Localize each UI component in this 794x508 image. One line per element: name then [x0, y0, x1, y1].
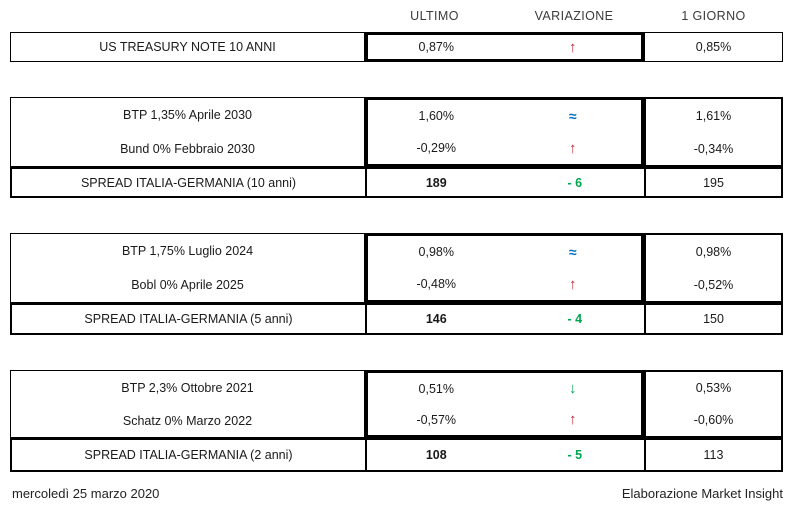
giorno-value: 0,98%	[695, 244, 732, 259]
values-box-10y: 1,60% ≈ -0,29% ↑	[365, 97, 644, 167]
variazione-arrow-icon: ↑	[569, 38, 577, 56]
giorno-value: 0,85%	[695, 40, 732, 54]
spread-row-2y: SPREAD ITALIA-GERMANIA (2 anni) 108 - 5 …	[10, 438, 783, 472]
column-header-ultimo: ULTIMO	[410, 9, 459, 23]
bond-labels-box-10y: BTP 1,35% Aprile 2030 Bund 0% Febbraio 2…	[10, 97, 365, 167]
giorno-value: 0,53%	[695, 381, 732, 395]
variazione-arrow-icon: ↓	[569, 380, 577, 397]
variazione-flat-icon: ≈	[568, 108, 577, 124]
variazione-arrow-icon: ↑	[569, 411, 577, 428]
giorno-value: -0,34%	[693, 141, 734, 156]
spread-row-5y: SPREAD ITALIA-GERMANIA (5 anni) 146 - 4 …	[10, 303, 783, 335]
bond-label: US TREASURY NOTE 10 ANNI	[99, 40, 276, 54]
spread-variazione: - 4	[567, 312, 583, 326]
ultimo-value: 1,60%	[418, 109, 454, 123]
treasury-values-box: 0,87% ↑	[365, 32, 644, 62]
giorno-box-5y: 0,98% -0,52%	[644, 233, 783, 303]
spread-label: SPREAD ITALIA-GERMANIA (2 anni)	[12, 440, 367, 470]
report-credit: Elaborazione Market Insight	[621, 485, 783, 501]
report-date: mercoledì 25 marzo 2020	[12, 485, 160, 501]
treasury-giorno-box: 0,85%	[644, 32, 783, 62]
column-header-1-giorno: 1 GIORNO	[681, 9, 746, 23]
giorno-box-10y: 1,61% -0,34%	[644, 97, 783, 167]
bond-label: Schatz 0% Marzo 2022	[122, 413, 253, 428]
bond-label: BTP 1,35% Aprile 2030	[122, 108, 253, 122]
values-box-2y: 0,51% ↓ -0,57% ↑	[365, 370, 644, 438]
spread-label: SPREAD ITALIA-GERMANIA (10 anni)	[12, 169, 367, 196]
spread-giorno: 113	[703, 448, 724, 462]
giorno-value: 1,61%	[695, 108, 732, 123]
ultimo-value: 0,98%	[418, 245, 454, 259]
giorno-value: -0,60%	[693, 413, 734, 427]
spread-ultimo: 146	[425, 312, 447, 326]
ultimo-value: 0,51%	[418, 381, 454, 396]
bond-label: BTP 1,75% Luglio 2024	[121, 244, 254, 258]
spread-label: SPREAD ITALIA-GERMANIA (5 anni)	[12, 305, 367, 333]
treasury-label-box: US TREASURY NOTE 10 ANNI	[10, 32, 365, 62]
ultimo-value: 0,87%	[418, 40, 454, 54]
spread-row-10y: SPREAD ITALIA-GERMANIA (10 anni) 189 - 6…	[10, 167, 783, 198]
variazione-arrow-icon: ↑	[569, 139, 577, 157]
ultimo-value: -0,29%	[416, 141, 457, 155]
spread-variazione: - 6	[567, 175, 583, 190]
spread-ultimo: 189	[425, 175, 447, 190]
column-header-variazione: VARIAZIONE	[534, 9, 614, 23]
spread-variazione: - 5	[567, 448, 583, 462]
spread-giorno: 195	[703, 175, 724, 190]
values-box-5y: 0,98% ≈ -0,48% ↑	[365, 233, 644, 303]
giorno-value: -0,52%	[693, 277, 734, 292]
spread-ultimo: 108	[425, 448, 447, 462]
bond-label: Bobl 0% Aprile 2025	[131, 278, 244, 292]
bond-label: Bund 0% Febbraio 2030	[120, 142, 255, 156]
giorno-box-2y: 0,53% -0,60%	[644, 370, 783, 438]
variazione-flat-icon: ≈	[568, 244, 577, 260]
ultimo-value: -0,57%	[416, 412, 457, 427]
bond-labels-box-5y: BTP 1,75% Luglio 2024 Bobl 0% Aprile 202…	[10, 233, 365, 303]
bond-label: BTP 2,3% Ottobre 2021	[121, 380, 254, 395]
ultimo-value: -0,48%	[416, 277, 457, 291]
bond-labels-box-2y: BTP 2,3% Ottobre 2021 Schatz 0% Marzo 20…	[10, 370, 365, 438]
variazione-arrow-icon: ↑	[569, 275, 577, 293]
spread-giorno: 150	[703, 312, 724, 326]
